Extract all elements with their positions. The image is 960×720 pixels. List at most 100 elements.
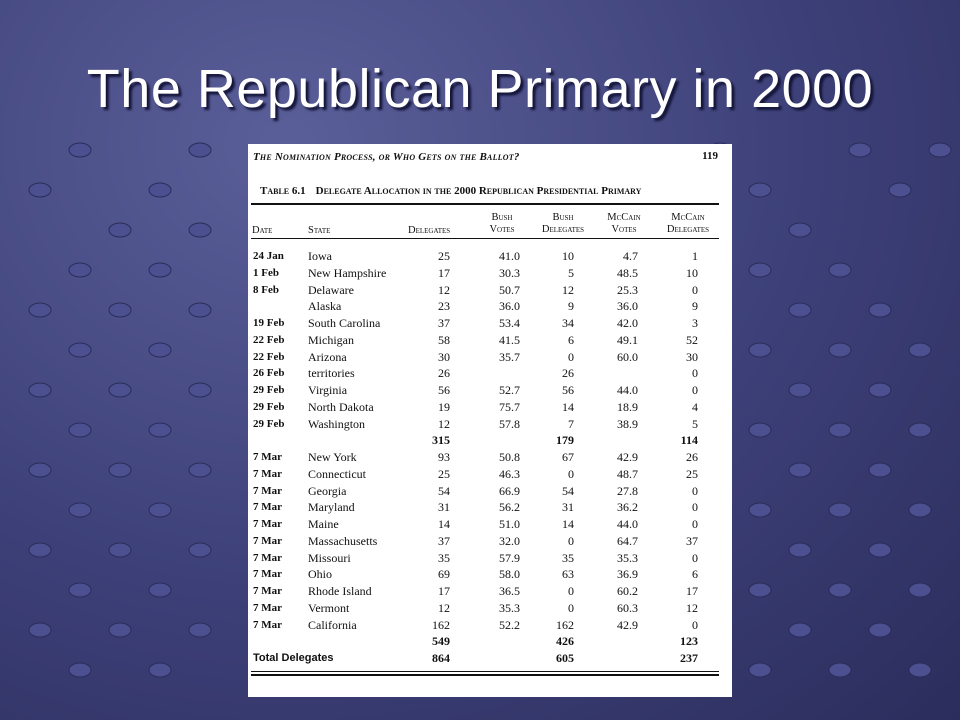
total-row: Total Delegates 864 605 237 <box>248 650 732 667</box>
bush-delegates-cell: 26 <box>562 366 574 381</box>
delegates-cell: 58 <box>438 332 450 347</box>
bush-votes-cell: 75.7 <box>499 399 520 414</box>
state-cell: Iowa <box>308 249 332 263</box>
mccain-delegates-cell: 25 <box>686 466 698 481</box>
page-number: 119 <box>702 150 718 162</box>
table-row: 1 Feb New Hampshire 17 30.3 5 48.5 10 <box>248 265 732 282</box>
table-top-rule <box>251 203 719 205</box>
table-row: 7 Mar Maryland 31 56.2 31 36.2 0 <box>248 499 732 516</box>
date-cell: 22 Feb <box>253 350 285 363</box>
table-row: 22 Feb Michigan 58 41.5 6 49.1 52 <box>248 332 732 349</box>
header-mccain-votes: McCain Votes <box>607 212 641 235</box>
mccain-votes-cell: 48.5 <box>617 265 638 280</box>
state-cell: South Carolina <box>308 316 381 330</box>
mccain-delegates-cell: 0 <box>692 366 698 381</box>
mccain-votes-cell: 64.7 <box>617 533 638 548</box>
bush-delegates-cell: 67 <box>562 450 574 464</box>
delegates-cell: 93 <box>438 450 450 464</box>
mccain-votes-cell: 60.0 <box>617 349 638 364</box>
bush-votes-cell: 46.3 <box>499 466 520 481</box>
bush-delegates-cell: 10 <box>562 249 574 263</box>
date-cell: 22 Feb <box>253 333 285 346</box>
table-row: 7 Mar Maine 14 51.0 14 44.0 0 <box>248 516 732 533</box>
bush-delegates-cell: 54 <box>562 483 574 498</box>
table-bottom-rule <box>251 671 719 672</box>
mccain-delegates-cell: 3 <box>692 316 698 330</box>
header-bush-delegates: Bush Delegates <box>541 212 585 235</box>
mccain-votes-cell: 36.9 <box>617 567 638 582</box>
date-cell: 7 Mar <box>253 568 283 581</box>
table-row: Alaska 23 36.0 9 36.0 9 <box>248 298 732 315</box>
mccain-votes-cell: 18.9 <box>617 399 638 414</box>
bush-votes-cell: 58.0 <box>499 567 520 582</box>
delegates-cell: 30 <box>438 349 450 364</box>
mccain-votes-cell: 44.0 <box>617 383 638 397</box>
bush-delegates-cell: 605 <box>556 651 574 665</box>
date-cell: 7 Mar <box>253 601 283 614</box>
bush-votes-cell: 53.4 <box>499 316 520 330</box>
bush-delegates-cell: 35 <box>562 550 574 565</box>
mccain-votes-cell: 35.3 <box>617 550 638 565</box>
running-head: The Nomination Process, or Who Gets on t… <box>253 151 520 163</box>
delegates-cell: 12 <box>438 416 450 431</box>
table-row: 7 Mar Missouri 35 57.9 35 35.3 0 <box>248 550 732 567</box>
mccain-votes-cell: 60.3 <box>617 600 638 615</box>
bush-delegates-cell: 0 <box>568 349 574 364</box>
state-cell: Connecticut <box>308 466 366 481</box>
mccain-delegates-cell: 114 <box>680 433 698 448</box>
state-cell: Rhode Island <box>308 584 372 598</box>
delegates-cell: 31 <box>438 500 450 515</box>
bush-votes-cell: 36.0 <box>499 299 520 314</box>
table-row: 8 Feb Delaware 12 50.7 12 25.3 0 <box>248 282 732 299</box>
mccain-delegates-cell: 26 <box>686 450 698 464</box>
mccain-votes-cell: 27.8 <box>617 483 638 498</box>
date-cell: 7 Mar <box>253 467 283 480</box>
table-row: 7 Mar Rhode Island 17 36.5 0 60.2 17 <box>248 583 732 600</box>
bush-delegates-cell: 34 <box>562 316 574 330</box>
mccain-votes-cell: 42.0 <box>617 316 638 330</box>
delegates-cell: 37 <box>438 316 450 330</box>
table-row: 7 Mar Connecticut 25 46.3 0 48.7 25 <box>248 466 732 483</box>
delegates-cell: 17 <box>438 265 450 280</box>
table-number: Table 6.1 <box>260 185 306 197</box>
header-delegates: Delegates <box>408 225 451 236</box>
table-row: 29 Feb North Dakota 19 75.7 14 18.9 4 <box>248 399 732 416</box>
bush-votes-cell: 56.2 <box>499 500 520 515</box>
bush-delegates-cell: 426 <box>556 634 574 649</box>
mccain-delegates-cell: 30 <box>686 349 698 364</box>
bush-delegates-cell: 0 <box>568 600 574 615</box>
state-cell: Delaware <box>308 282 354 297</box>
state-cell: Virginia <box>308 383 348 397</box>
bush-votes-cell: 51.0 <box>499 517 520 531</box>
bush-votes-cell: 35.7 <box>499 349 520 364</box>
delegates-cell: 17 <box>438 584 450 598</box>
bush-votes-cell: 57.8 <box>499 416 520 431</box>
delegates-cell: 37 <box>438 533 450 548</box>
bush-delegates-cell: 63 <box>562 567 574 582</box>
bush-votes-cell: 35.3 <box>499 600 520 615</box>
mccain-votes-cell: 44.0 <box>617 517 638 531</box>
date-cell: 19 Feb <box>253 317 285 329</box>
state-cell: California <box>308 617 357 632</box>
mccain-votes-cell: 49.1 <box>617 332 638 347</box>
mccain-delegates-cell: 0 <box>692 617 698 632</box>
state-cell: Ohio <box>308 567 332 582</box>
state-cell: Michigan <box>308 332 354 347</box>
bush-delegates-cell: 162 <box>556 617 574 632</box>
subtotal-row: 549 426 123 <box>248 633 732 650</box>
bush-delegates-cell: 12 <box>562 282 574 297</box>
bush-votes-cell: 57.9 <box>499 550 520 565</box>
state-cell: Missouri <box>308 550 351 565</box>
table-row: 7 Mar Ohio 69 58.0 63 36.9 6 <box>248 566 732 583</box>
bush-delegates-cell: 6 <box>568 332 574 347</box>
mccain-delegates-cell: 52 <box>686 332 698 347</box>
bush-votes-cell: 36.5 <box>499 584 520 598</box>
mccain-delegates-cell: 37 <box>686 533 698 548</box>
mccain-delegates-cell: 9 <box>692 299 698 314</box>
bush-votes-cell: 66.9 <box>499 483 520 498</box>
mccain-delegates-cell: 237 <box>680 651 698 665</box>
subtotal-row: 315 179 114 <box>248 432 732 449</box>
delegates-cell: 549 <box>432 634 450 649</box>
date-cell: 26 Feb <box>253 367 285 380</box>
mccain-votes-cell: 42.9 <box>617 617 638 632</box>
